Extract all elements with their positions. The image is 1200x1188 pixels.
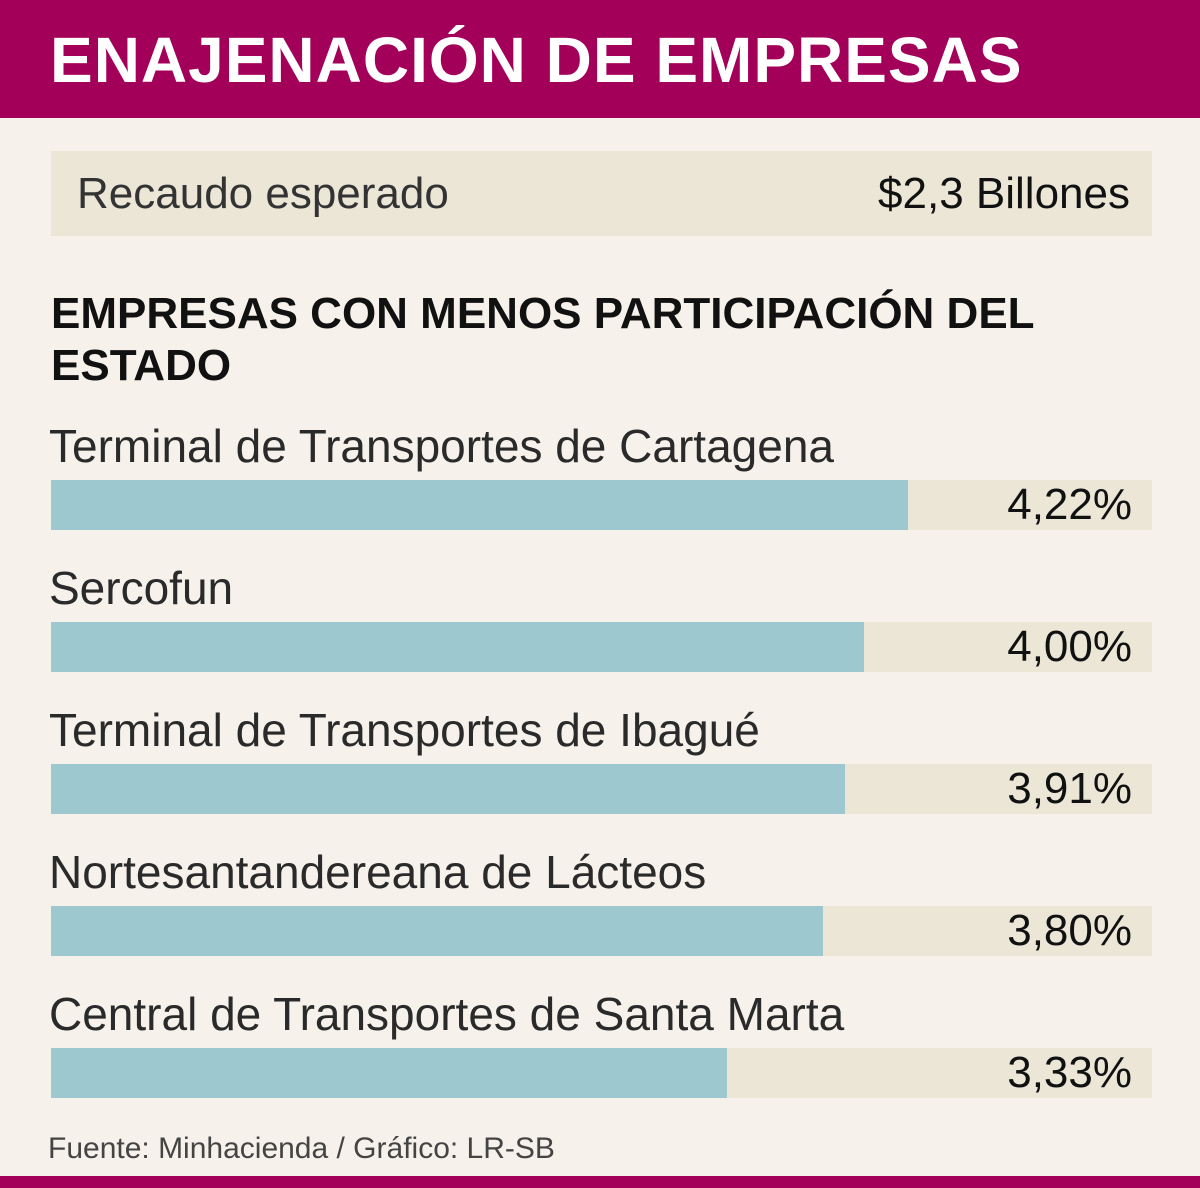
chart-subtitle: EMPRESAS CON MENOS PARTICIPACIÓN DEL EST… bbox=[51, 289, 1034, 390]
bar-label: Terminal de Transportes de Ibagué bbox=[49, 704, 760, 756]
recaudo-label: Recaudo esperado bbox=[77, 169, 449, 218]
bar bbox=[51, 1048, 727, 1098]
bar-track: 4,22% bbox=[51, 480, 1152, 530]
bar-value-label: 3,91% bbox=[1007, 764, 1132, 813]
bar-track: 4,00% bbox=[51, 622, 1152, 672]
bar-label: Sercofun bbox=[49, 562, 234, 614]
bar bbox=[51, 480, 908, 530]
bar bbox=[51, 622, 864, 672]
source-note: Fuente: Minhacienda / Gráfico: LR-SB bbox=[48, 1132, 555, 1165]
bar-track: 3,33% bbox=[51, 1048, 1152, 1098]
bar-track: 3,91% bbox=[51, 764, 1152, 814]
bar-value-label: 3,33% bbox=[1007, 1048, 1132, 1097]
page-title: ENAJENACIÓN DE EMPRESAS bbox=[50, 24, 1023, 96]
bar-label: Central de Transportes de Santa Marta bbox=[49, 988, 845, 1040]
recaudo-panel: Recaudo esperado $2,3 Billones bbox=[51, 151, 1152, 236]
bar-label: Terminal de Transportes de Cartagena bbox=[49, 420, 834, 472]
bar-track: 3,80% bbox=[51, 906, 1152, 956]
bar bbox=[51, 764, 845, 814]
bar-value-label: 4,00% bbox=[1007, 622, 1132, 671]
header-bar: ENAJENACIÓN DE EMPRESAS bbox=[0, 0, 1200, 118]
bar bbox=[51, 906, 823, 956]
bar-label: Nortesantandereana de Lácteos bbox=[49, 846, 707, 898]
bottom-divider bbox=[0, 1176, 1200, 1188]
recaudo-value: $2,3 Billones bbox=[878, 169, 1130, 218]
bar-value-label: 4,22% bbox=[1007, 480, 1132, 529]
bar-value-label: 3,80% bbox=[1007, 906, 1132, 955]
